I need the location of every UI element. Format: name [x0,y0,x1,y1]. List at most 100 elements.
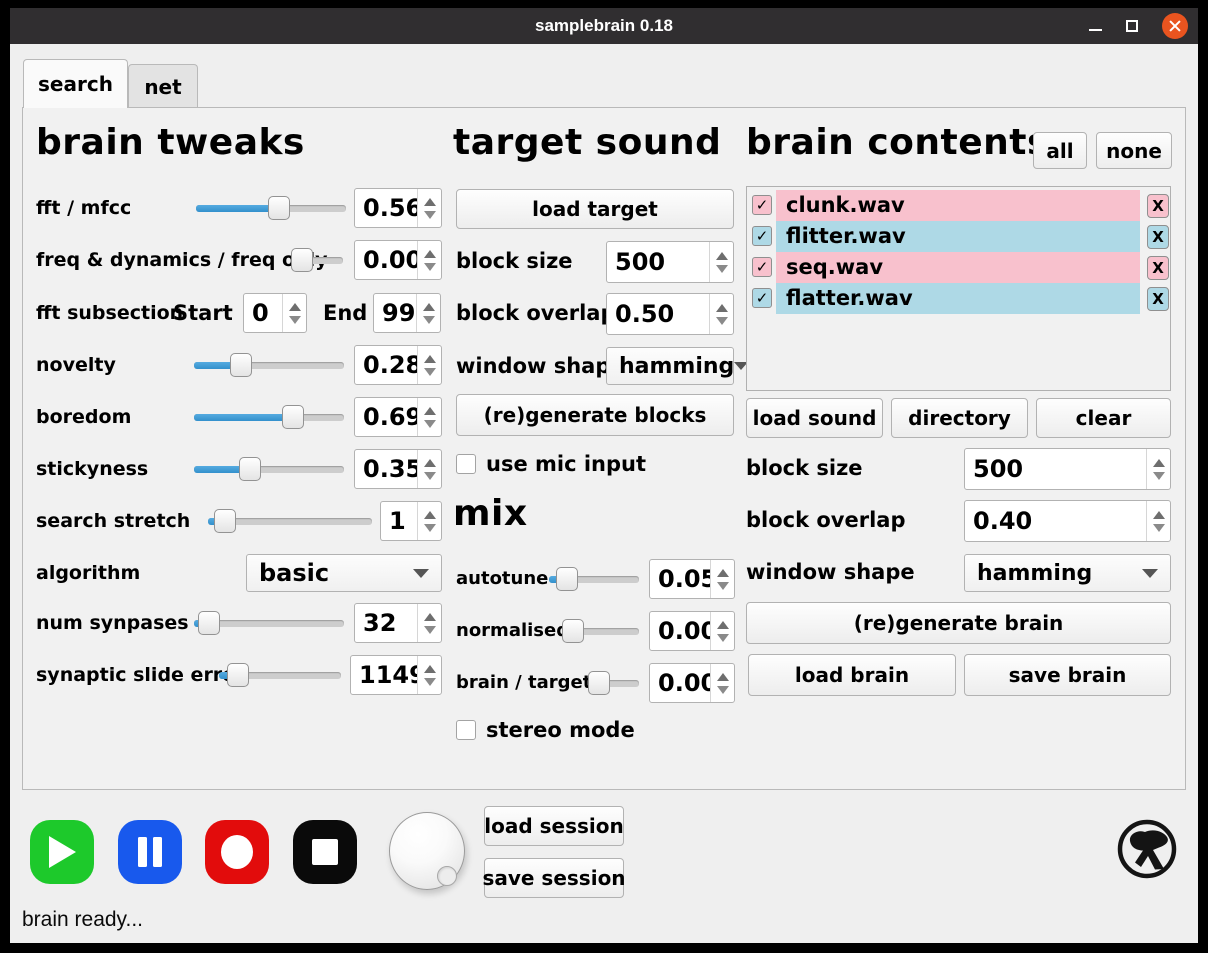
spin-down-icon[interactable] [1152,471,1165,480]
sample-name[interactable]: flatter.wav [776,283,1140,314]
tab-net[interactable]: net [128,64,198,108]
stickyness-slider[interactable] [194,456,344,482]
spinbox-value[interactable]: 0.69 [363,403,417,431]
save-session-button[interactable]: save session [482,858,626,898]
spin-down-icon[interactable] [715,264,728,273]
fft-subsection-start-spinbox[interactable]: 0 [243,293,307,333]
spin-up-icon[interactable] [716,620,729,629]
regenerate-blocks-button[interactable]: (re)generate blocks [456,394,734,436]
save-brain-button[interactable]: save brain [964,654,1171,696]
spin-down-icon[interactable] [716,633,729,642]
spin-down-icon[interactable] [423,367,436,376]
sample-name[interactable]: flitter.wav [776,221,1140,252]
spinbox-value[interactable]: 99 [382,299,416,327]
search-stretch-slider[interactable] [208,508,372,534]
spinbox-value[interactable]: 0.05 [658,565,710,593]
spin-down-icon[interactable] [716,581,729,590]
spinbox-value[interactable]: 1 [389,507,406,535]
spin-down-icon[interactable] [423,419,436,428]
minimize-icon[interactable] [1089,29,1102,31]
spin-down-icon[interactable] [288,315,301,324]
slider-handle[interactable] [555,567,578,591]
boredom-spinbox[interactable]: 0.69 [354,397,442,437]
novelty-slider[interactable] [194,352,344,378]
spin-down-icon[interactable] [423,677,436,686]
spin-down-icon[interactable] [1152,523,1165,532]
novelty-spinbox[interactable]: 0.28 [354,345,442,385]
load-brain-button[interactable]: load brain [748,654,956,696]
spin-down-icon[interactable] [423,471,436,480]
slider-handle[interactable] [229,353,252,377]
spin-up-icon[interactable] [423,406,436,415]
spin-up-icon[interactable] [423,612,436,621]
target-block-overlap-spinbox[interactable]: 0.50 [606,293,734,335]
spin-up-icon[interactable] [423,664,436,673]
select-none-button[interactable]: none [1096,132,1172,169]
algorithm-combobox[interactable]: basic [246,554,442,592]
directory-button[interactable]: directory [891,398,1028,438]
spin-down-icon[interactable] [423,625,436,634]
close-icon[interactable] [1162,13,1188,39]
freq-dyn-spinbox[interactable]: 0.00 [354,240,442,280]
normalised-spinbox[interactable]: 0.00 [649,611,735,651]
remove-sample-button[interactable]: X [1147,194,1169,218]
sample-checkbox[interactable]: ✓ [752,288,772,308]
regenerate-brain-button[interactable]: (re)generate brain [746,602,1171,644]
freq-dyn-slider[interactable] [291,247,343,273]
sample-checkbox[interactable]: ✓ [752,226,772,246]
sample-checkbox[interactable]: ✓ [752,195,772,215]
boredom-slider[interactable] [194,404,344,430]
spinbox-value[interactable]: 0 [252,299,269,327]
spin-down-icon[interactable] [715,316,728,325]
spin-down-icon[interactable] [423,262,436,271]
brain-window-shape-combobox[interactable]: hamming [964,554,1171,592]
brain-target-spinbox[interactable]: 0.00 [649,663,735,703]
spinbox-value[interactable]: 1149 [359,661,417,689]
slider-handle[interactable] [282,405,305,429]
slider-handle[interactable] [238,457,261,481]
spinbox-value[interactable]: 500 [973,455,1024,483]
autotune-spinbox[interactable]: 0.05 [649,559,735,599]
load-session-button[interactable]: load session [484,806,624,846]
spinbox-value[interactable]: 0.00 [658,617,710,645]
spin-down-icon[interactable] [423,210,436,219]
spin-up-icon[interactable] [423,510,436,519]
record-button[interactable] [205,820,269,884]
clear-button[interactable]: clear [1036,398,1171,438]
spin-up-icon[interactable] [422,302,435,311]
slider-handle[interactable] [227,663,249,687]
stop-button[interactable] [293,820,357,884]
tab-search[interactable]: search [23,59,128,108]
select-all-button[interactable]: all [1033,132,1087,169]
autotune-slider[interactable] [549,566,639,592]
sample-name[interactable]: seq.wav [776,252,1140,283]
slider-handle[interactable] [588,671,610,695]
synaptic-slide-error-spinbox[interactable]: 1149 [350,655,442,695]
sample-checkbox[interactable]: ✓ [752,257,772,277]
spin-down-icon[interactable] [716,685,729,694]
load-target-button[interactable]: load target [456,189,734,229]
target-window-shape-combobox[interactable]: hamming [606,347,749,385]
spinbox-value[interactable]: 0.28 [363,351,417,379]
spin-down-icon[interactable] [423,523,436,532]
remove-sample-button[interactable]: X [1147,256,1169,280]
synaptic-slide-error-slider[interactable] [219,662,341,688]
spin-up-icon[interactable] [1152,458,1165,467]
normalised-slider[interactable] [562,618,639,644]
remove-sample-button[interactable]: X [1147,287,1169,311]
spin-up-icon[interactable] [423,354,436,363]
spin-up-icon[interactable] [716,568,729,577]
target-block-size-spinbox[interactable]: 500 [606,241,734,283]
spinbox-value[interactable]: 0.35 [363,455,417,483]
remove-sample-button[interactable]: X [1147,225,1169,249]
spin-up-icon[interactable] [423,249,436,258]
stereo-mode-checkbox[interactable] [456,720,476,740]
search-stretch-spinbox[interactable]: 1 [380,501,442,541]
slider-handle[interactable] [291,248,313,272]
slider-handle[interactable] [197,611,220,635]
fft-mfcc-slider[interactable] [196,195,346,221]
spinbox-value[interactable]: 0.00 [658,669,710,697]
brain-contents-list[interactable]: ✓ clunk.wav X ✓ flitter.wav X ✓ seq.wav … [746,186,1171,391]
play-button[interactable] [30,820,94,884]
spin-up-icon[interactable] [288,302,301,311]
